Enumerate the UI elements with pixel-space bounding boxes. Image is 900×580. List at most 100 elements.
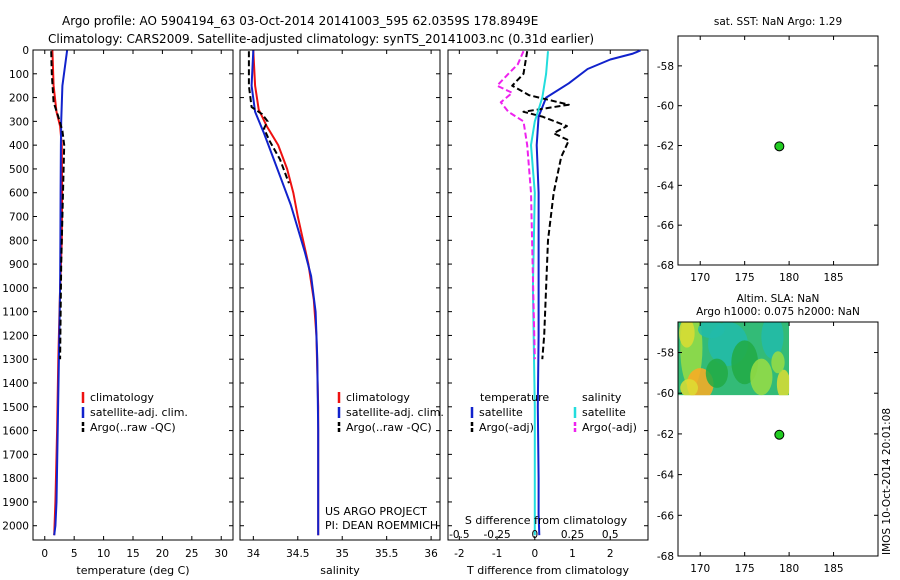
series-line bbox=[252, 50, 320, 536]
plot-frame bbox=[32, 49, 234, 541]
series-line bbox=[53, 50, 69, 536]
y-tick-label: 0 bbox=[22, 45, 29, 57]
y-tick-label: 1300 bbox=[2, 354, 29, 366]
series-line bbox=[535, 49, 641, 536]
x-tick-label: 2 bbox=[607, 548, 614, 560]
heatmap-cell bbox=[776, 369, 790, 396]
legend-entry: climatology bbox=[90, 391, 154, 404]
heatmap-cell bbox=[698, 322, 725, 339]
header-line-1: Argo profile: AO 5904194_63 03-Oct-2014 … bbox=[62, 14, 538, 28]
x-tick-label: 25 bbox=[185, 548, 198, 560]
map-frame bbox=[677, 35, 879, 266]
imos-timestamp: IMOS 10-Oct-2014 20:01:08 bbox=[881, 408, 893, 555]
x-tick-label: 15 bbox=[126, 548, 139, 560]
plot-frame bbox=[239, 49, 441, 541]
x-tick-label: 170 bbox=[690, 563, 710, 575]
y-tick-label: 2000 bbox=[2, 521, 29, 533]
x-tick-label: 185 bbox=[824, 272, 844, 284]
sla-heatmap bbox=[678, 322, 790, 396]
series-line bbox=[511, 51, 570, 360]
y-tick-label: 600 bbox=[9, 188, 29, 200]
y-tick-label: -64 bbox=[657, 470, 674, 482]
secondary-x-tick-label: 0.25 bbox=[561, 529, 584, 541]
header-line-2: Climatology: CARS2009. Satellite-adjuste… bbox=[48, 32, 594, 46]
secondary-x-tick-label: -0.5 bbox=[449, 529, 470, 541]
series-line bbox=[247, 51, 290, 184]
x-tick-label: 20 bbox=[156, 548, 169, 560]
map-frame bbox=[677, 321, 879, 557]
x-tick-label: 30 bbox=[215, 548, 228, 560]
legend-entry: Argo(-adj) bbox=[479, 421, 534, 434]
legend-group-title: salinity bbox=[582, 391, 622, 404]
y-tick-label: -68 bbox=[657, 260, 674, 272]
difference-profile-panel: -2 -1 0 1 2 T difference from climatology S di… bbox=[447, 49, 649, 577]
y-tick-label: 100 bbox=[9, 69, 29, 81]
salinity-profile-panel: 34 34.5 35 35.5 36 salinity climatology satelli… bbox=[239, 49, 444, 577]
y-tick-label: 1700 bbox=[2, 449, 29, 461]
heatmap-cell bbox=[750, 358, 773, 396]
x-tick-label: 5 bbox=[71, 548, 78, 560]
x-axis-label: salinity bbox=[320, 564, 360, 577]
y-tick-label: 700 bbox=[9, 212, 29, 224]
x-axis-label: temperature (deg C) bbox=[76, 564, 189, 577]
plot-frame bbox=[447, 49, 649, 541]
x-tick-label: 175 bbox=[735, 563, 755, 575]
legend-entry: Argo(-adj) bbox=[582, 421, 637, 434]
legend-entry: satellite-adj. clim. bbox=[346, 406, 444, 419]
y-tick-label: 1100 bbox=[2, 307, 29, 319]
legend-entry: Argo(..raw -QC) bbox=[346, 421, 432, 434]
secondary-x-tick-label: 0 bbox=[531, 529, 538, 541]
series-line bbox=[496, 50, 536, 360]
series-line bbox=[530, 51, 549, 536]
y-tick-label: 1200 bbox=[2, 330, 29, 342]
y-tick-label: -68 bbox=[657, 551, 674, 563]
series-line bbox=[50, 51, 66, 360]
series-line bbox=[250, 50, 320, 536]
x-tick-label: 35.5 bbox=[375, 548, 398, 560]
x-tick-label: 185 bbox=[824, 563, 844, 575]
sst-map-panel: sat. SST: NaN Argo: 1.29 170 175 180 185 -58 -… bbox=[657, 16, 879, 284]
x-tick-label: -2 bbox=[454, 548, 464, 560]
x-tick-label: 0 bbox=[531, 548, 538, 560]
y-tick-label: 900 bbox=[9, 259, 29, 271]
y-tick-label: -60 bbox=[657, 101, 674, 113]
y-tick-label: 1600 bbox=[2, 426, 29, 438]
x-tick-label: -1 bbox=[492, 548, 502, 560]
y-tick-label: 500 bbox=[9, 164, 29, 176]
y-tick-label: -64 bbox=[657, 180, 674, 192]
y-tick-label: 300 bbox=[9, 116, 29, 128]
heatmap-cell bbox=[680, 379, 698, 396]
y-tick-label: 1800 bbox=[2, 473, 29, 485]
x-axis-label: T difference from climatology bbox=[466, 564, 629, 577]
heatmap-cell bbox=[761, 322, 784, 359]
y-tick-label: 1900 bbox=[2, 497, 29, 509]
x-tick-label: 175 bbox=[735, 272, 755, 284]
y-tick-label: -66 bbox=[657, 510, 674, 522]
y-tick-label: 200 bbox=[9, 93, 29, 105]
argo-float-marker bbox=[774, 429, 785, 440]
temperature-profile-panel: 0100200300400500600700800900100011001200… bbox=[2, 45, 234, 577]
legend-entry: climatology bbox=[346, 391, 410, 404]
argo-float-marker bbox=[774, 141, 785, 152]
sla-map-title: Altim. SLA: NaN bbox=[737, 293, 820, 305]
x-tick-label: 0 bbox=[41, 548, 48, 560]
legend-entry: Argo(..raw -QC) bbox=[90, 421, 176, 434]
x-tick-label: 36 bbox=[424, 548, 438, 560]
y-tick-label: -58 bbox=[657, 61, 674, 73]
secondary-x-tick-label: -0.25 bbox=[483, 529, 510, 541]
legend-entry: satellite bbox=[479, 406, 523, 419]
heatmap-cell bbox=[705, 358, 729, 388]
x-tick-label: 34 bbox=[247, 548, 261, 560]
legend-entry: satellite-adj. clim. bbox=[90, 406, 188, 419]
y-tick-label: -66 bbox=[657, 220, 674, 232]
y-tick-label: 800 bbox=[9, 235, 29, 247]
x-tick-label: 180 bbox=[779, 272, 799, 284]
pi-annotation: PI: DEAN ROEMMICH bbox=[325, 519, 438, 532]
x-tick-label: 1 bbox=[569, 548, 576, 560]
y-tick-label: -58 bbox=[657, 348, 674, 360]
legend-group-title: temperature bbox=[480, 391, 549, 404]
project-annotation: US ARGO PROJECT bbox=[325, 505, 427, 518]
heatmap-cell bbox=[679, 322, 695, 348]
